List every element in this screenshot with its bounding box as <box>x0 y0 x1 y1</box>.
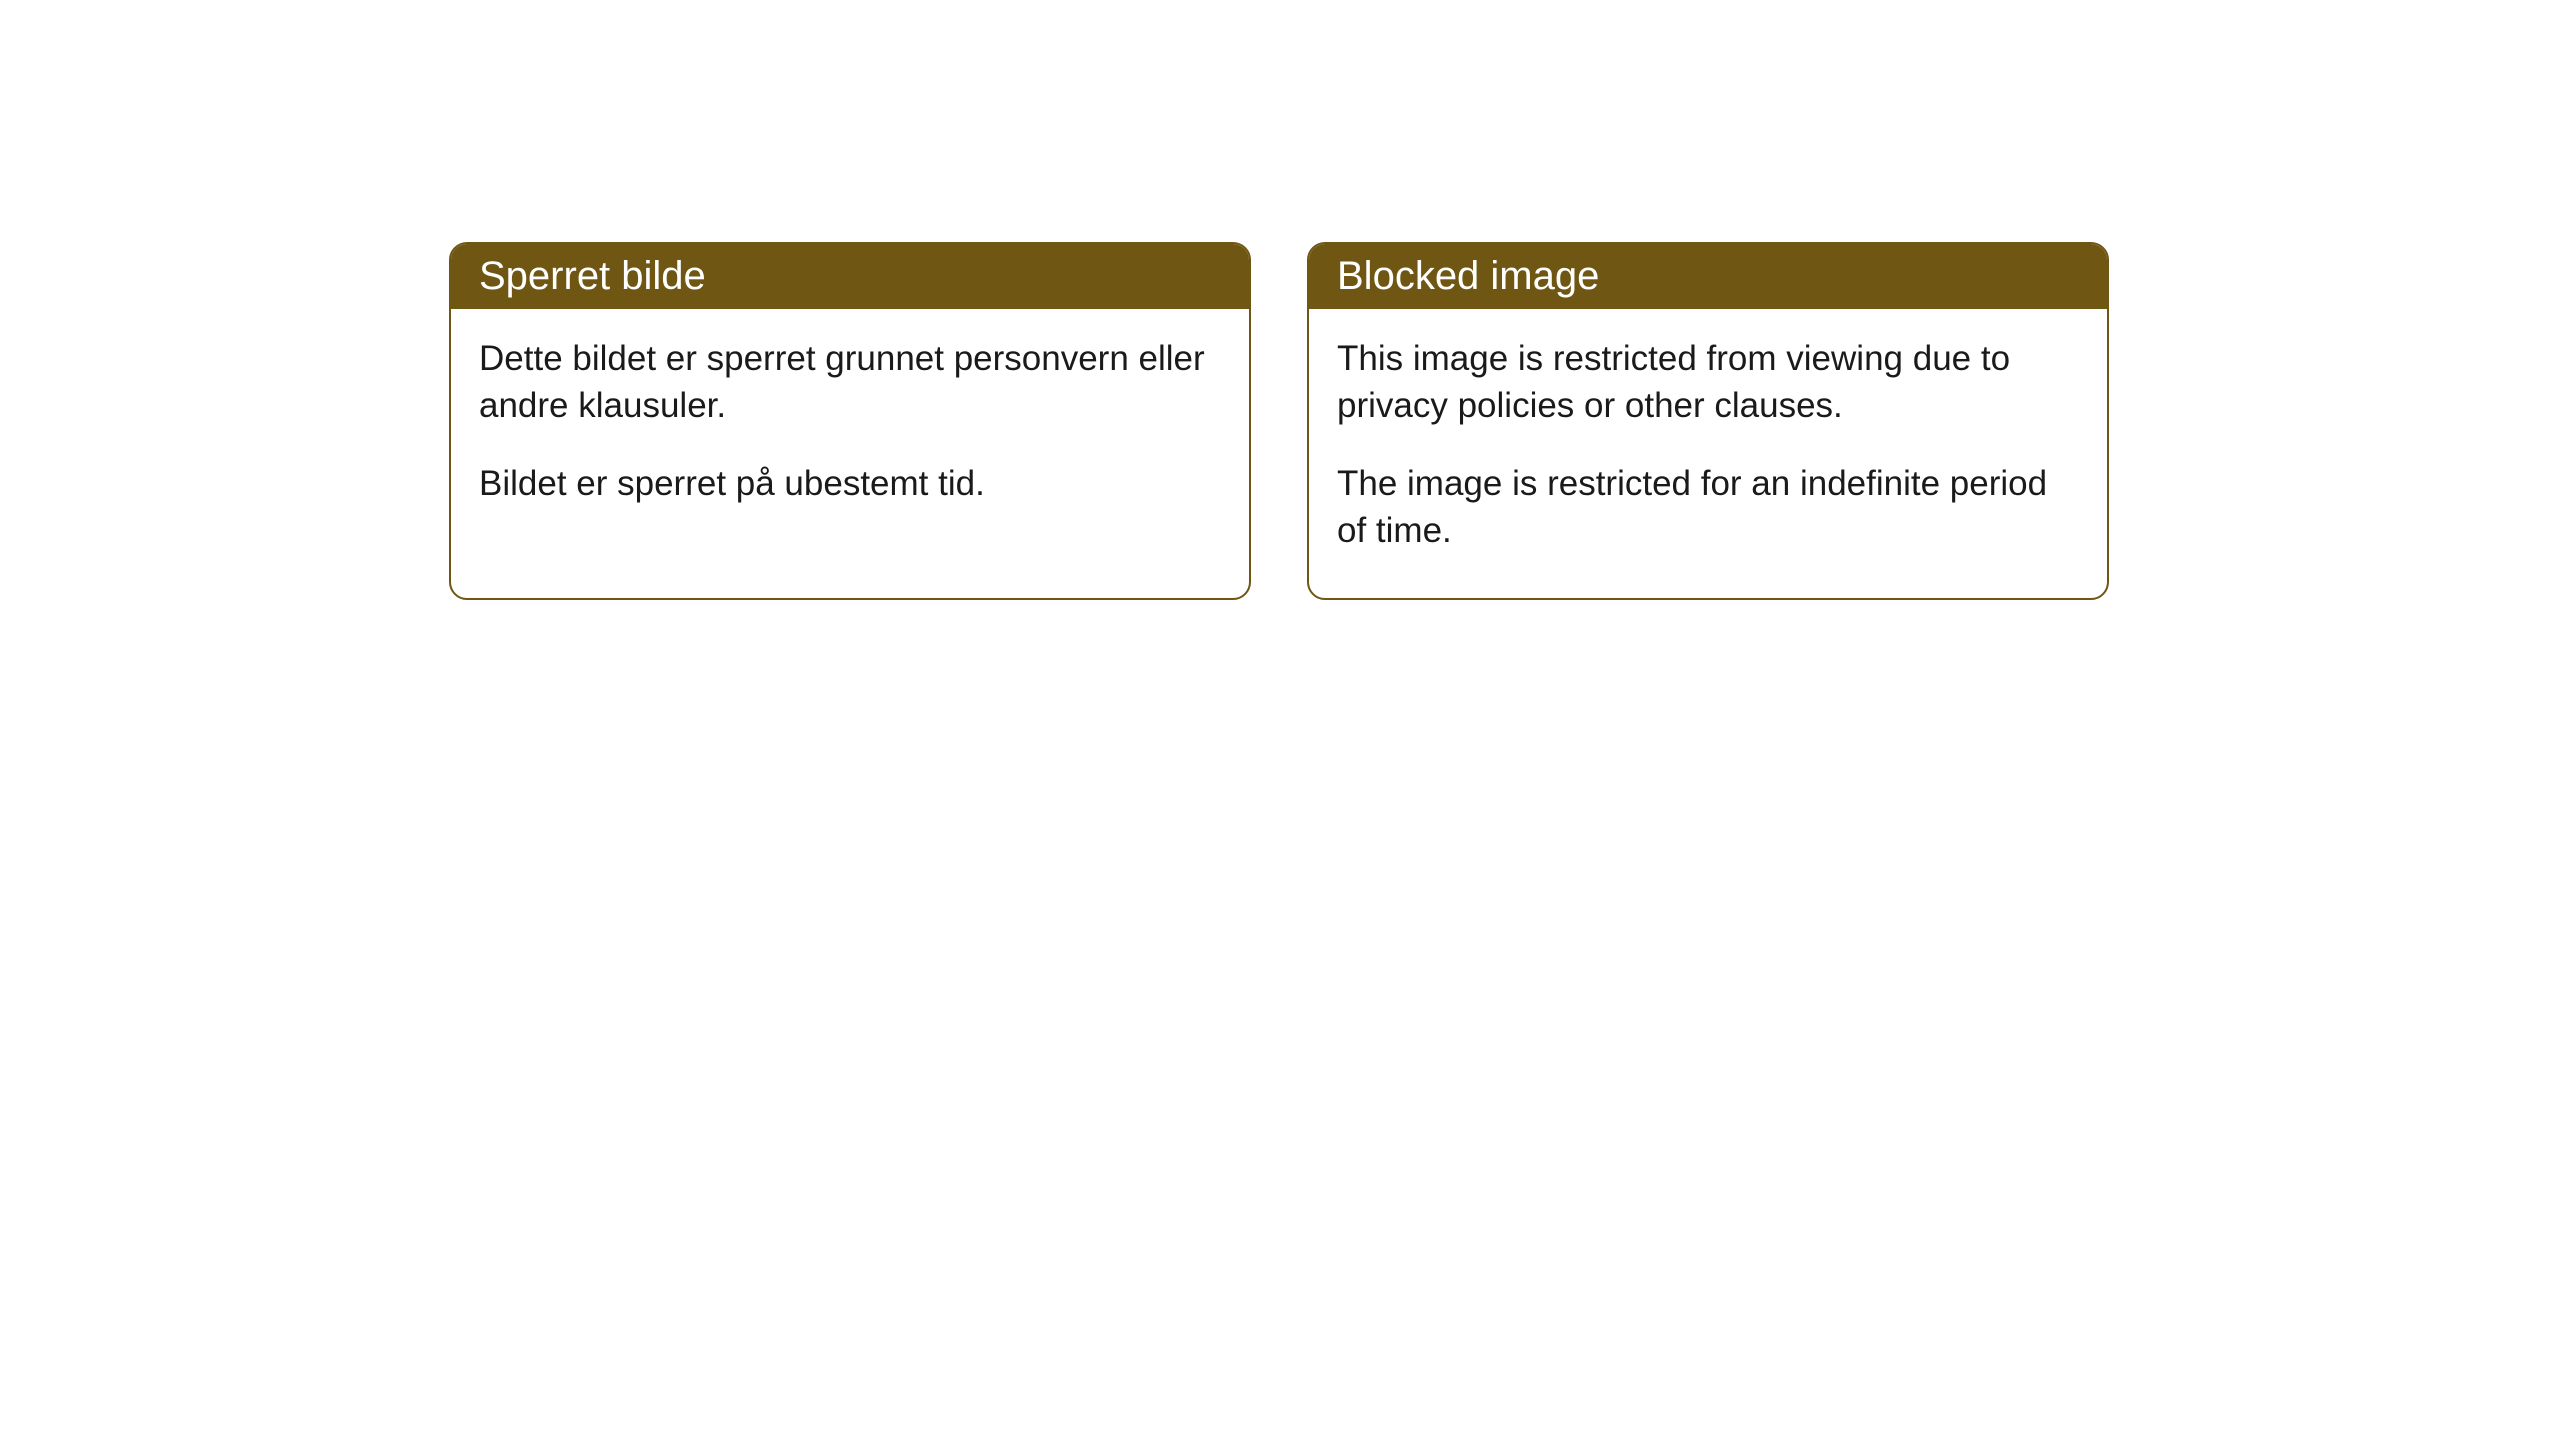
blocked-image-card-english: Blocked image This image is restricted f… <box>1307 242 2109 600</box>
notice-cards-container: Sperret bilde Dette bildet er sperret gr… <box>449 242 2109 600</box>
card-header-norwegian: Sperret bilde <box>451 244 1249 309</box>
notice-text-1: Dette bildet er sperret grunnet personve… <box>479 335 1221 430</box>
notice-text-1: This image is restricted from viewing du… <box>1337 335 2079 430</box>
card-body-norwegian: Dette bildet er sperret grunnet personve… <box>451 309 1249 551</box>
notice-text-2: The image is restricted for an indefinit… <box>1337 460 2079 555</box>
card-body-english: This image is restricted from viewing du… <box>1309 309 2107 598</box>
card-header-english: Blocked image <box>1309 244 2107 309</box>
card-title: Blocked image <box>1337 254 1599 298</box>
card-title: Sperret bilde <box>479 254 706 298</box>
notice-text-2: Bildet er sperret på ubestemt tid. <box>479 460 1221 507</box>
blocked-image-card-norwegian: Sperret bilde Dette bildet er sperret gr… <box>449 242 1251 600</box>
